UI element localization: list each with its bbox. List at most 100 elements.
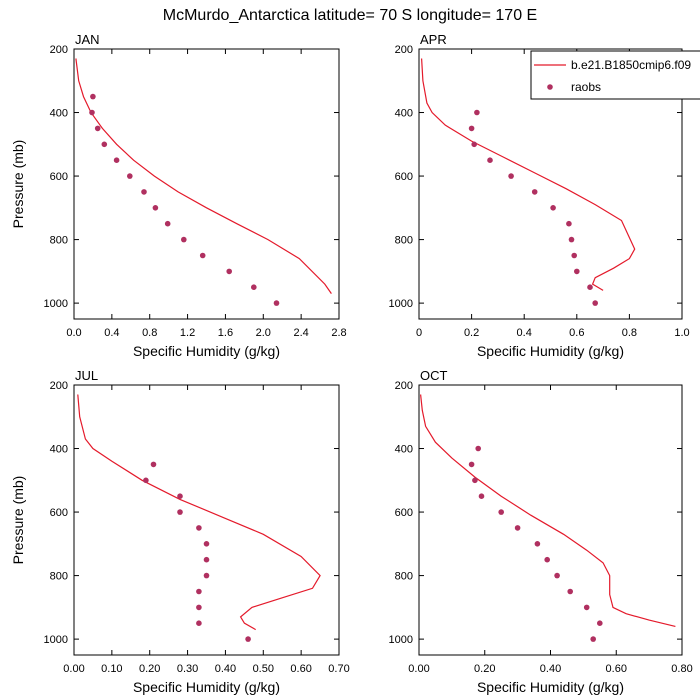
raobs-point — [181, 236, 187, 243]
raobs-point — [566, 220, 572, 227]
y-axis-title: Pressure (mb) — [10, 476, 26, 565]
y-tick-label: 800 — [50, 571, 68, 583]
x-tick-label: 0.8 — [622, 327, 637, 339]
raobs-point — [568, 236, 575, 243]
x-tick-label: 0.50 — [253, 663, 274, 675]
raobs-point — [567, 588, 573, 595]
x-tick-label: 2.0 — [256, 327, 271, 339]
raobs-point — [592, 300, 598, 306]
chart-title: McMurdo_Antarctica latitude= 70 S longit… — [163, 7, 537, 24]
x-tick-label: 1.2 — [180, 327, 195, 339]
plot-frame — [418, 48, 683, 320]
panel-label: JUL — [75, 368, 98, 383]
raobs-point — [534, 541, 541, 547]
raobs-point — [508, 173, 514, 179]
raobs-point — [196, 604, 202, 611]
x-tick-label: 2.8 — [331, 327, 346, 339]
x-tick-label: 0.40 — [215, 663, 236, 675]
y-tick-label: 1000 — [44, 298, 68, 310]
legend-entry-label: raobs — [571, 80, 601, 94]
panel-label: APR — [420, 32, 447, 47]
y-tick-label: 200 — [395, 380, 413, 392]
plot-frame — [73, 48, 340, 320]
raobs-point — [245, 636, 251, 642]
y-tick-label: 200 — [395, 44, 413, 56]
model-profile-line — [421, 58, 636, 291]
legend-entry-label: b.e21.B1850cmip6.f09 — [571, 58, 691, 72]
panel-oct: OCT 200 400 600 800 1000 0.00 0.20 0.40 0.60 0.80 S… — [389, 368, 693, 695]
raobs-point — [468, 461, 475, 468]
model-profile-line — [75, 58, 332, 294]
panel-label: OCT — [420, 368, 448, 383]
raobs-point — [574, 268, 580, 275]
raobs-point — [597, 620, 603, 626]
panel-label: JAN — [75, 32, 100, 47]
y-tick-label: 800 — [395, 571, 413, 583]
raobs-point — [471, 141, 478, 148]
x-tick-label: 0.30 — [177, 663, 198, 675]
raobs-point — [203, 572, 210, 579]
x-tick-label: 0.40 — [540, 663, 561, 675]
plot-frame — [73, 384, 340, 656]
raobs-point — [498, 509, 505, 515]
x-tick-label: 0.0 — [66, 327, 81, 339]
raobs-point — [90, 93, 96, 100]
y-tick-label: 1000 — [389, 298, 413, 310]
raobs-point — [150, 461, 157, 468]
raobs-point — [571, 252, 577, 259]
x-axis-title: Specific Humidity (g/kg) — [477, 343, 624, 359]
panel-apr: APR 200 400 600 800 1000 0 0.2 0.4 0.6 0.8 1.0 Speci… — [389, 32, 690, 359]
x-tick-label: 0.8 — [142, 327, 157, 339]
raobs-point — [89, 109, 95, 116]
raobs-point — [113, 157, 120, 163]
raobs-point — [143, 477, 149, 484]
y-tick-label: 400 — [50, 108, 68, 120]
y-tick-label: 600 — [50, 507, 68, 519]
raobs-point — [196, 588, 202, 595]
legend: b.e21.B1850cmip6.f09 raobs — [530, 50, 700, 100]
raobs-point — [152, 205, 159, 211]
y-tick-label: 200 — [50, 44, 68, 56]
raobs-point — [251, 284, 257, 291]
raobs-point — [531, 189, 538, 195]
x-tick-label: 0.10 — [101, 663, 122, 675]
x-tick-label: 0.6 — [569, 327, 584, 339]
x-tick-label: 0.2 — [464, 327, 479, 339]
x-tick-label: 0.80 — [671, 663, 692, 675]
y-tick-label: 1000 — [44, 634, 68, 646]
x-tick-label: 0.20 — [139, 663, 160, 675]
x-tick-label: 0 — [416, 327, 422, 339]
model-profile-line — [420, 394, 676, 627]
raobs-point — [101, 141, 108, 148]
raobs-point — [550, 205, 556, 211]
y-tick-label: 800 — [395, 235, 413, 247]
panel-jan: JAN 200 400 600 800 1000 0.0 0.4 0.8 1.2 1.6 2.0 2.4… — [10, 32, 347, 359]
model-profile-line — [77, 394, 321, 631]
y-tick-label: 600 — [395, 507, 413, 519]
x-tick-label: 0.4 — [104, 327, 119, 339]
raobs-point — [487, 157, 493, 163]
raobs-point — [203, 556, 210, 563]
raobs-point — [587, 284, 593, 291]
x-tick-label: 0.00 — [63, 663, 84, 675]
y-axis-title: Pressure (mb) — [10, 140, 26, 229]
y-tick-label: 200 — [50, 380, 68, 392]
plot-frame — [418, 384, 683, 656]
raobs-point — [199, 252, 206, 259]
raobs-point — [94, 125, 101, 132]
raobs-point — [177, 493, 183, 500]
x-tick-label: 0.60 — [606, 663, 627, 675]
raobs-point — [141, 189, 147, 195]
raobs-point — [583, 604, 590, 611]
legend-marker-swatch — [547, 84, 553, 90]
panel-jul: JUL 200 400 600 800 1000 0.00 0.10 0.20 0.30 0.40 0… — [10, 368, 350, 695]
raobs-point — [273, 300, 280, 306]
raobs-point — [554, 572, 560, 579]
raobs-point — [468, 125, 475, 132]
raobs-point — [474, 109, 480, 116]
y-tick-label: 600 — [395, 171, 413, 183]
x-tick-label: 0.70 — [328, 663, 349, 675]
x-axis-title: Specific Humidity (g/kg) — [133, 679, 280, 695]
y-tick-label: 600 — [50, 171, 68, 183]
